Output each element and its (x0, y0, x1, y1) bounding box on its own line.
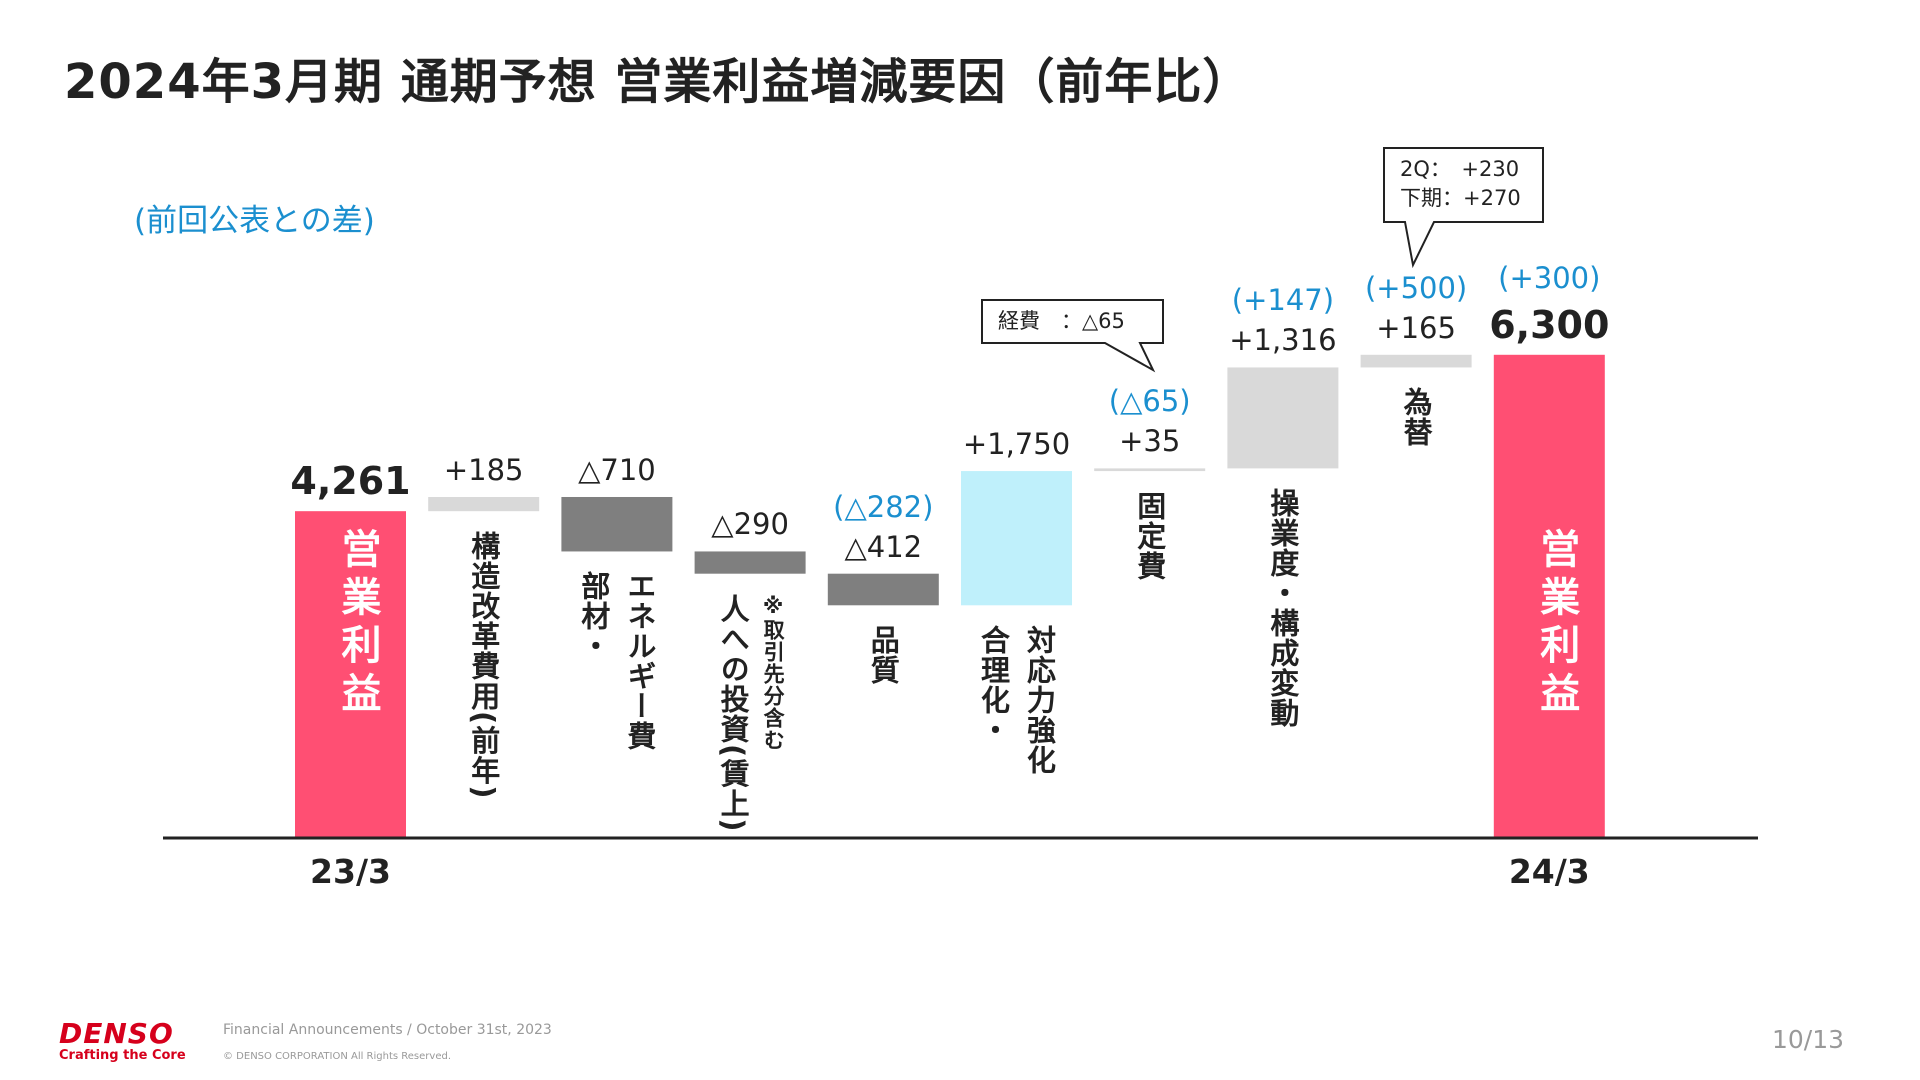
chart-subtitle: (前回公表との差) (134, 203, 375, 239)
category-label: 対応力強化 合理化・ (927, 625, 1107, 775)
category-label-column: 為替 (1399, 387, 1434, 448)
callout-line: 2Q： +230 (1400, 157, 1520, 181)
bar-8 (1360, 354, 1472, 368)
value-label: +165 (1376, 310, 1456, 345)
callout-line: 経費 ：△65 (998, 309, 1125, 333)
category-label-column: 品質 (866, 625, 901, 686)
total-bar-label: 営業利益 (1533, 528, 1580, 720)
bar-3 (694, 551, 806, 574)
diff-label: (+500) (1364, 270, 1468, 305)
bar-0 (295, 511, 406, 838)
diff-label: (△65) (1108, 384, 1191, 419)
value-label: 4,261 (290, 459, 411, 504)
logo-tagline: Crafting the Core (59, 1048, 186, 1063)
x-axis-label: 23/3 (310, 852, 391, 891)
diff-label: (+300) (1498, 260, 1601, 295)
bar-2 (561, 496, 673, 552)
footer-copyright: © DENSO CORPORATION All Rights Reserved. (223, 1051, 451, 1062)
value-label: △290 (711, 507, 789, 542)
category-label-column: 固定費 (1132, 491, 1167, 582)
category-label-column: 操業度・構成変動 (1265, 488, 1300, 729)
category-label-column: エネルギー費 (622, 571, 657, 752)
category-label-column: 人への投資(賃上) (716, 593, 751, 833)
value-label: 6,300 (1489, 302, 1610, 347)
category-label-column: ※取引先分含む (761, 593, 786, 751)
category-label: 構造改革費用(前年) (394, 531, 574, 800)
bar-7 (1227, 367, 1339, 469)
value-label: +1,750 (962, 427, 1071, 462)
category-label: エネルギー費 部材・ (527, 571, 707, 751)
callout-text: 経費 ：△65 (998, 307, 1125, 336)
callout-box (1383, 147, 1544, 269)
callout-line: 下期：+270 (1400, 186, 1521, 210)
category-label: 為替 (1326, 387, 1506, 447)
category-label: 操業度・構成変動 (1193, 488, 1373, 728)
category-label: 固定費 (1060, 491, 1240, 581)
bar-5 (961, 471, 1072, 606)
denso-logo: DENSO (59, 1017, 174, 1050)
category-label: 品質 (793, 625, 973, 685)
diff-label: (△282) (833, 489, 934, 524)
category-label-column: 合理化・ (976, 625, 1011, 746)
category-label-column: 対応力強化 (1022, 625, 1057, 776)
category-label-column: 構造改革費用(前年) (466, 531, 501, 800)
x-axis-label: 24/3 (1508, 852, 1590, 891)
callout-text: 2Q： +230 下期：+270 (1400, 155, 1521, 213)
value-label: △412 (844, 529, 923, 564)
diff-label: (+147) (1231, 283, 1335, 318)
bar-1 (428, 496, 540, 512)
category-label-column: 部材・ (576, 571, 611, 662)
value-label: △710 (578, 452, 656, 487)
footer-source: Financial Announcements / October 31st, … (223, 1022, 552, 1038)
value-label: +1,316 (1229, 323, 1337, 358)
bar-6 (1094, 468, 1206, 472)
page-number: 10/13 (1772, 1025, 1845, 1054)
total-bar-label: 営業利益 (334, 528, 381, 720)
value-label: +185 (443, 452, 524, 487)
callout-box (981, 299, 1164, 373)
category-label: ※取引先分含む 人への投資(賃上) (660, 594, 840, 833)
value-label: +35 (1119, 424, 1181, 459)
bar-4 (827, 573, 939, 606)
page-title: 2024年3月期 通期予想 営業利益増減要因（前年比） (64, 54, 1252, 110)
bar-9 (1493, 354, 1605, 838)
